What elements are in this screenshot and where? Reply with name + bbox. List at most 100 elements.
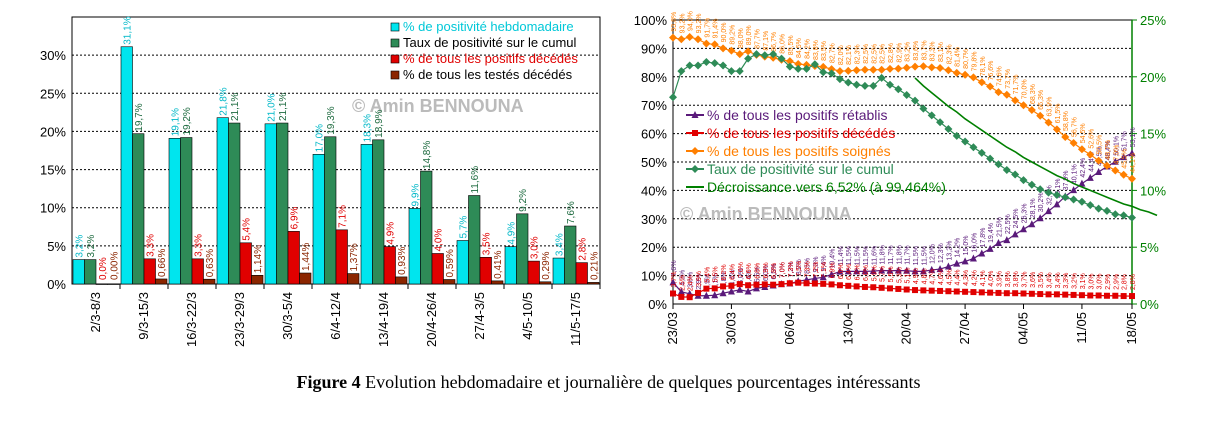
data-point	[669, 93, 677, 102]
data-point	[912, 287, 919, 294]
data-point	[927, 63, 936, 72]
data-point	[927, 111, 936, 120]
data-point	[691, 111, 699, 118]
data-point	[978, 249, 986, 257]
y-tick-label: 40%	[641, 183, 667, 198]
data-point	[894, 266, 902, 274]
legend-swatch	[390, 54, 400, 64]
data-label: 84,2%	[805, 39, 812, 59]
data-label: 18,9%	[374, 109, 385, 137]
data-point	[1069, 138, 1078, 147]
data-label: 4,0%	[434, 229, 445, 252]
data-point	[852, 80, 861, 89]
data-label: 50,5%	[1097, 135, 1104, 155]
data-point	[919, 104, 928, 113]
data-label: 9,2%	[518, 189, 529, 212]
data-label: 7,0%	[779, 262, 786, 278]
data-label: 89,0%	[746, 25, 753, 45]
data-point	[1028, 290, 1035, 297]
data-point	[1036, 111, 1045, 120]
data-label: 11,7%	[888, 245, 895, 264]
data-point	[1120, 153, 1128, 161]
data-label: 5,9%	[871, 265, 878, 281]
data-label: 53,1%	[1130, 127, 1137, 147]
x-tick-label: 06/04	[782, 312, 797, 345]
data-label: 44,1%	[1130, 153, 1137, 173]
data-label: 4,7%	[930, 269, 937, 285]
data-label: 6,9%	[830, 262, 837, 278]
data-label: 5,5%	[713, 266, 720, 282]
data-label: 3,2%	[1072, 273, 1079, 289]
caption-text: Evolution hebdomadaire et journalière de…	[360, 372, 921, 392]
data-label: 7,6%	[671, 260, 678, 276]
data-label: 10,4%	[830, 249, 837, 269]
data-label: 94,0%	[688, 11, 695, 31]
data-label: 78,1%	[980, 56, 987, 76]
line-legend: % de tous les positifs rétablis % de tous…	[686, 107, 946, 195]
data-label: 40,1%	[1072, 164, 1079, 184]
data-label: 4,5%	[946, 269, 953, 285]
data-point	[936, 265, 944, 273]
data-label: 6,6%	[746, 263, 753, 279]
legend-label: % de tous les positifs rétablis	[707, 107, 888, 123]
data-point	[1119, 170, 1128, 179]
data-label: 26,3%	[1022, 203, 1029, 223]
data-label: 11,8%	[880, 245, 887, 264]
bar	[168, 137, 181, 285]
data-label: 21,8%	[219, 87, 230, 115]
data-point	[1094, 156, 1103, 165]
data-point	[1036, 185, 1045, 194]
bar	[335, 229, 348, 285]
data-point	[894, 64, 903, 73]
data-label: 9,4%	[821, 255, 828, 271]
data-label: 19,3%	[326, 106, 337, 134]
data-point	[770, 281, 777, 288]
data-label: 12,3%	[938, 243, 945, 263]
data-label: 6,9%	[290, 206, 301, 229]
x-tick-label: 13/04	[840, 312, 855, 345]
data-point	[828, 281, 835, 288]
series: 3,7% 2,5% 2,4% 3,9% 5,4% 5,5% 6,2% 6,4% 7,0% 6,6%…	[670, 261, 1137, 301]
data-label: 0,66%	[157, 249, 168, 277]
data-label: 11,8%	[896, 245, 903, 264]
bar	[239, 242, 252, 285]
data-point	[1070, 291, 1077, 298]
data-label: 84,5%	[796, 38, 803, 58]
data-label: 93,8%	[671, 12, 678, 32]
data-point	[685, 61, 694, 70]
data-label: 5,4%	[242, 218, 253, 241]
data-label: 83,5%	[821, 41, 828, 61]
data-point	[885, 64, 894, 73]
data-point	[1019, 176, 1028, 185]
data-point	[978, 289, 985, 296]
data-label: 3,4%	[1055, 272, 1062, 288]
data-point	[728, 282, 735, 289]
legend-label: % de tous les positifs soignés	[707, 143, 891, 159]
legend-swatch	[390, 22, 400, 32]
data-point	[819, 62, 828, 71]
series	[669, 50, 1136, 222]
data-label: 44,4%	[1088, 152, 1095, 172]
data-label: 87,7%	[754, 29, 761, 49]
data-point	[1011, 170, 1020, 179]
series: 7,6%4,3% 3,6% 2,9% 2,9% 3,1% 3,8% 4,4% 5,0% 4,4%…	[669, 127, 1137, 299]
data-point	[1102, 206, 1111, 215]
data-point	[1111, 157, 1119, 165]
data-label: 52,6%	[1088, 129, 1095, 149]
data-point	[977, 148, 986, 157]
data-point	[1102, 161, 1111, 170]
data-point	[1111, 210, 1120, 219]
data-point	[844, 78, 853, 87]
data-point	[760, 51, 769, 60]
y-tick-label: 50%	[641, 155, 667, 170]
bar	[84, 259, 97, 285]
data-point	[1062, 291, 1069, 298]
watermark: © Amin BENNOUNA	[352, 96, 524, 116]
data-label: 3,7%	[1022, 272, 1029, 288]
data-label: 42,4%	[1080, 158, 1087, 178]
series: 93,8% 93,2% 94,0% 93,2% 91,7% 91,4% 90,0% 89,2%…	[669, 11, 1137, 183]
data-point	[853, 283, 860, 290]
data-point	[952, 68, 961, 77]
data-point	[869, 81, 878, 90]
data-label: 6,4%	[729, 264, 736, 280]
